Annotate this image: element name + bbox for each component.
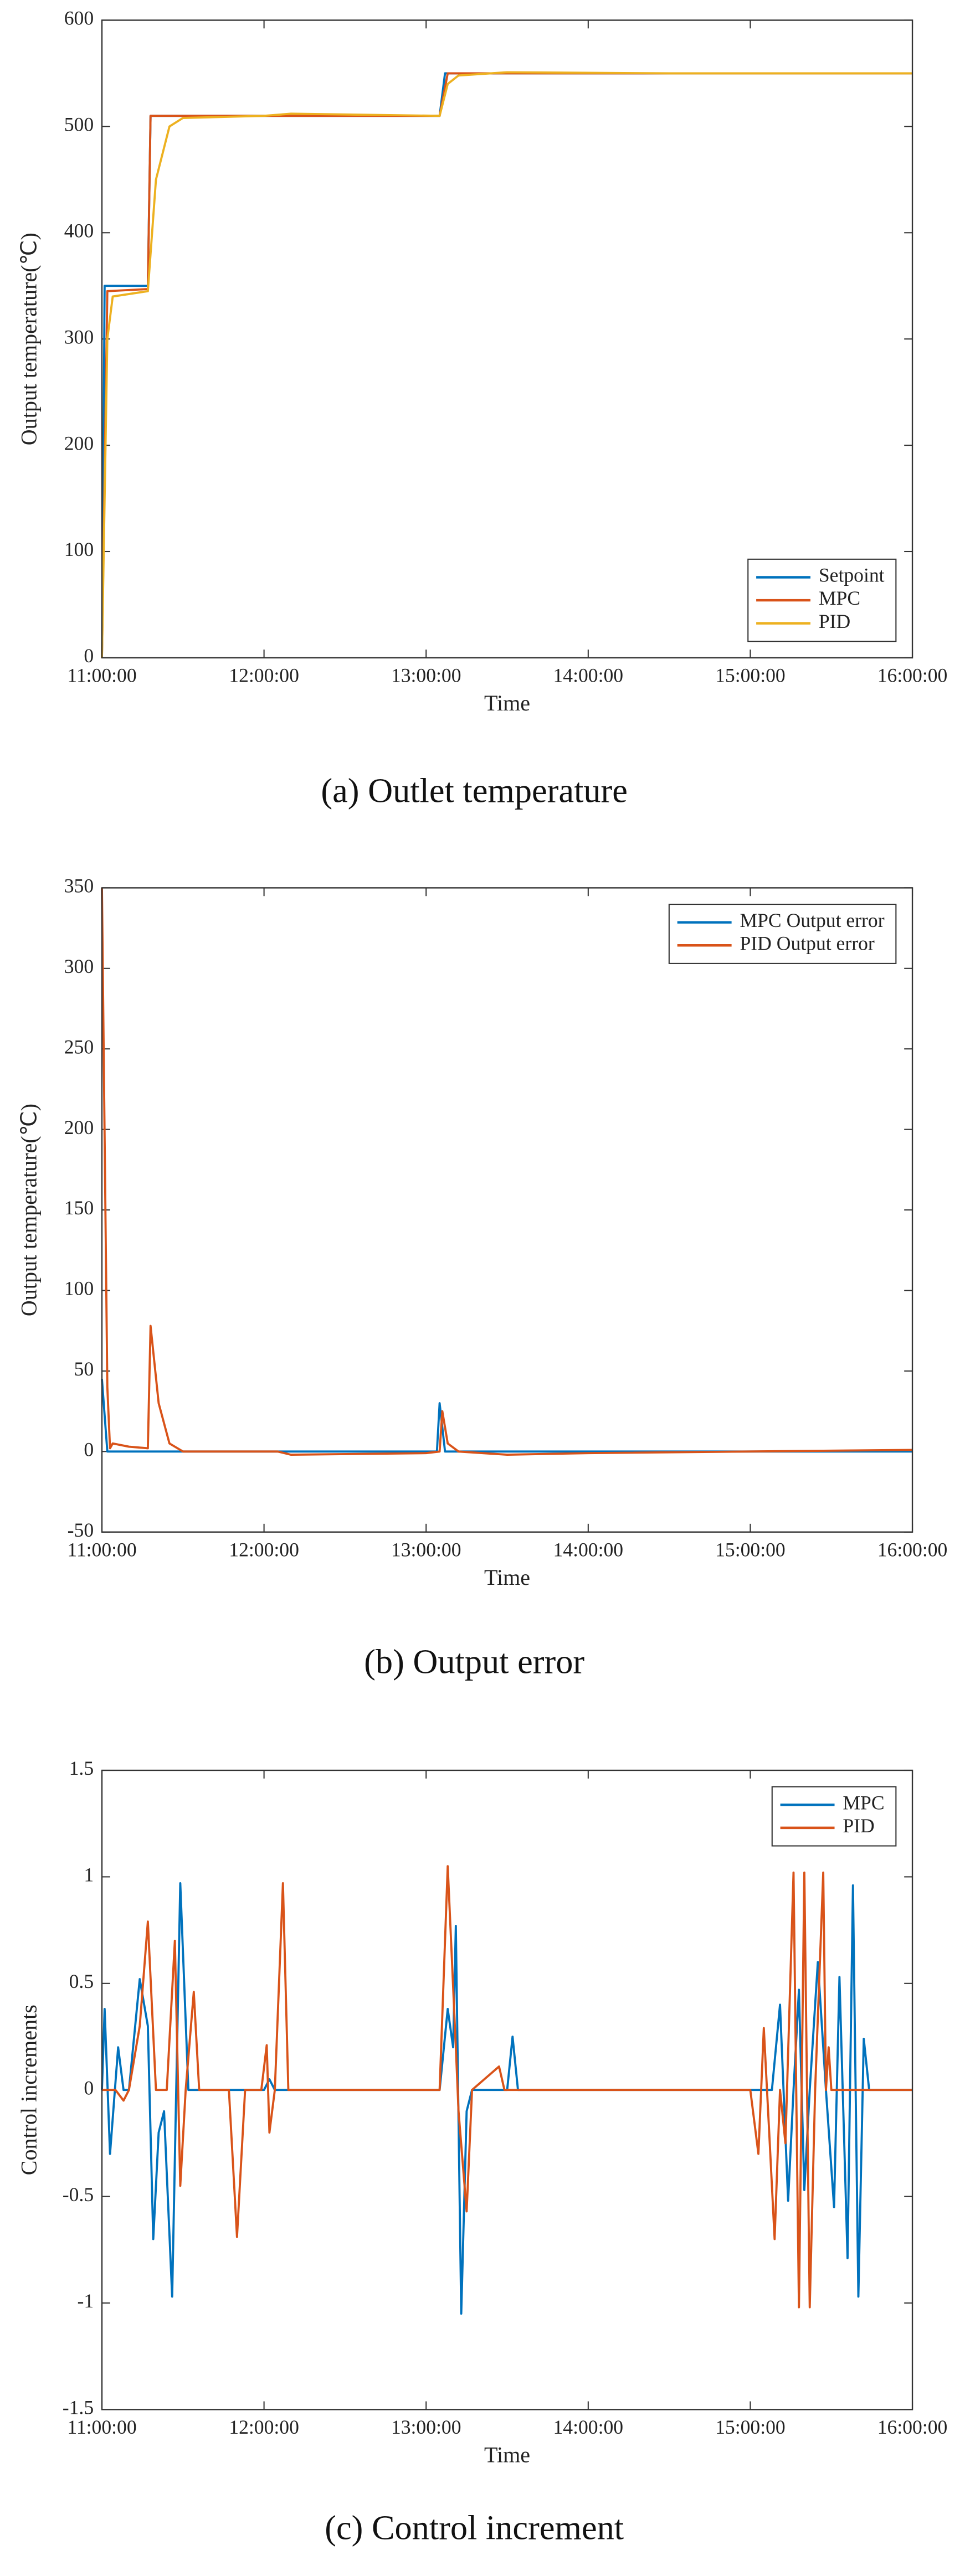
caption: (b) Output error	[364, 1642, 584, 1681]
legend-label: PID Output error	[740, 932, 874, 954]
y-tick-label: 0	[84, 2077, 94, 2099]
y-tick-label: 200	[64, 432, 94, 454]
y-axis-label: Output temperature(℃)	[17, 1104, 42, 1316]
x-tick-label: 16:00:00	[877, 1538, 948, 1560]
plot-area	[101, 888, 913, 1532]
y-tick-label: -1.5	[63, 2397, 94, 2419]
x-tick-label: 11:00:00	[67, 664, 136, 687]
x-axis-label: Time	[484, 2443, 530, 2467]
legend-label: PID	[843, 1815, 874, 1837]
y-tick-label: 1.5	[69, 1757, 94, 1779]
x-tick-label: 15:00:00	[715, 2416, 786, 2438]
legend-label: PID	[819, 610, 850, 632]
x-tick-label: 11:00:00	[67, 2416, 136, 2438]
y-tick-label: 0.5	[69, 1970, 94, 1992]
y-tick-label: 50	[74, 1358, 94, 1380]
y-tick-label: 0	[84, 1438, 94, 1460]
y-axis-label: Control increments	[17, 2005, 42, 2175]
x-tick-label: 14:00:00	[553, 2416, 624, 2438]
chart: -50 0 50 100 150 200 250 300 350 11:00:00 12:00:00…	[17, 875, 948, 1681]
y-tick-label: 600	[64, 7, 94, 29]
x-tick-label: 12:00:00	[229, 664, 299, 687]
y-tick-label: -50	[68, 1519, 94, 1541]
y-tick-label: 400	[64, 219, 94, 241]
y-tick-label: 500	[64, 114, 94, 136]
legend-box	[771, 1786, 897, 1847]
plot-frame	[101, 19, 913, 659]
x-tick-label: 15:00:00	[715, 1538, 786, 1560]
y-tick-label: 100	[64, 1277, 94, 1300]
y-tick-label: 350	[64, 875, 94, 897]
y-axis-label: Output temperature(℃)	[17, 233, 42, 445]
legend-label: MPC	[843, 1791, 884, 1813]
x-tick-label: 12:00:00	[229, 1538, 299, 1560]
x-tick-label: 11:00:00	[67, 1538, 136, 1560]
x-tick-label: 13:00:00	[391, 1538, 461, 1560]
y-tick-label: -0.5	[63, 2183, 94, 2206]
x-tick-label: 13:00:00	[391, 664, 461, 687]
caption: (a) Outlet temperature	[321, 772, 628, 810]
y-tick-label: 150	[64, 1197, 94, 1219]
series-line	[101, 1882, 913, 2315]
x-tick-label: 14:00:00	[553, 1538, 624, 1560]
legend-box	[668, 904, 897, 964]
x-tick-label: 12:00:00	[229, 2416, 299, 2438]
y-tick-label: 0	[84, 645, 94, 667]
y-tick-label: 250	[64, 1035, 94, 1058]
y-tick-label: 1	[84, 1864, 94, 1886]
legend-label: MPC Output error	[740, 909, 884, 931]
legend-label: MPC	[819, 587, 860, 609]
y-tick-label: 100	[64, 538, 94, 560]
x-tick-label: 13:00:00	[391, 2416, 461, 2438]
series-line	[101, 71, 913, 658]
x-axis-label: Time	[484, 1565, 530, 1590]
caption: (c) Control increment	[325, 2508, 624, 2547]
x-tick-label: 16:00:00	[877, 2416, 948, 2438]
series-line	[101, 1865, 913, 2309]
plot-frame	[101, 887, 913, 1533]
y-tick-label: 300	[64, 326, 94, 348]
series-line	[101, 1379, 913, 1453]
legend-label: Setpoint	[819, 564, 885, 586]
series-line	[101, 888, 913, 1456]
series-line	[101, 72, 913, 658]
x-tick-label: 16:00:00	[877, 664, 948, 687]
plot-area	[101, 20, 913, 658]
x-tick-label: 15:00:00	[715, 664, 786, 687]
y-tick-label: 200	[64, 1116, 94, 1138]
x-tick-label: 14:00:00	[553, 664, 624, 687]
chart: -1.5 -1 -0.5 0 0.5 1 1.5 11:00:00 12:00:00 13:00:…	[17, 1757, 948, 2547]
plot-frame	[101, 1769, 913, 2410]
y-tick-label: -1	[77, 2290, 94, 2312]
x-axis-label: Time	[484, 691, 530, 715]
chart: 0 100 200 300 400 500 600 11:00:00 12:00:00 13:00…	[17, 7, 948, 810]
y-tick-label: 300	[64, 955, 94, 977]
